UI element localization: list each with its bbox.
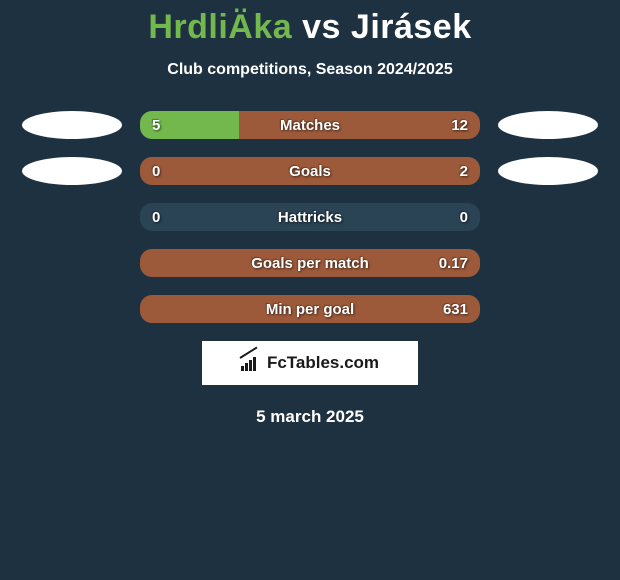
title: HrdliÄka vs Jirásek [0,8,620,47]
stat-value-right: 2 [460,157,468,185]
stat-value-right: 631 [443,295,468,323]
stat-bar: Min per goal631 [140,295,480,323]
club-badge-left [22,111,122,139]
stat-bar: 5Matches12 [140,111,480,139]
club-badge-left [22,157,122,185]
player1-name: HrdliÄka [148,8,292,46]
stat-label: Goals per match [140,249,480,277]
stat-row: 0Hattricks0 [0,203,620,231]
stat-row: Min per goal631 [0,295,620,323]
branding-box: FcTables.com [202,341,418,385]
stat-bar: 0Hattricks0 [140,203,480,231]
club-badge-right [498,157,598,185]
date-label: 5 march 2025 [0,407,620,427]
comparison-card: HrdliÄka vs Jirásek Club competitions, S… [0,0,620,427]
stat-value-right: 12 [451,111,468,139]
stat-row: Goals per match0.17 [0,249,620,277]
chart-icon [241,355,261,371]
title-vs: vs [302,8,341,46]
stat-label: Matches [140,111,480,139]
branding-text: FcTables.com [267,353,379,373]
stat-bar: 0Goals2 [140,157,480,185]
stat-label: Min per goal [140,295,480,323]
stat-label: Goals [140,157,480,185]
player2-name: Jirásek [351,8,472,46]
stat-row: 0Goals2 [0,157,620,185]
stat-row: 5Matches12 [0,111,620,139]
stat-value-right: 0.17 [439,249,468,277]
subtitle: Club competitions, Season 2024/2025 [0,61,620,79]
stat-bar: Goals per match0.17 [140,249,480,277]
stats-list: 5Matches120Goals20Hattricks0Goals per ma… [0,111,620,323]
stat-label: Hattricks [140,203,480,231]
club-badge-right [498,111,598,139]
stat-value-right: 0 [460,203,468,231]
